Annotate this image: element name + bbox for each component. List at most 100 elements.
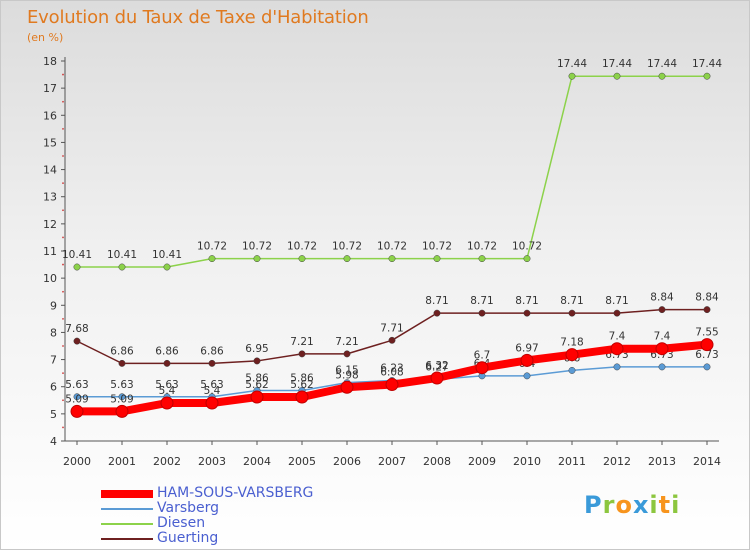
data-point-diesen	[433, 255, 441, 263]
data-label-guerting: 6.95	[245, 343, 268, 355]
data-label-varsberg: 5.63	[200, 379, 223, 391]
y-minor-tick	[62, 290, 64, 293]
data-label-guerting: 6.86	[110, 345, 134, 357]
data-label-varsberg: 5.63	[155, 379, 178, 391]
data-point-diesen	[298, 255, 306, 263]
data-point-varsberg	[73, 393, 81, 401]
data-point-diesen	[478, 255, 486, 263]
legend-swatch-varsberg	[101, 508, 153, 510]
data-label-guerting: 8.84	[650, 292, 674, 304]
data-point-ham-sous-varsberg	[655, 342, 669, 356]
y-tick-label: 10	[43, 272, 57, 285]
data-label-diesen: 10.41	[62, 249, 92, 261]
x-tick-label: 2005	[288, 455, 316, 468]
y-minor-tick	[62, 345, 64, 347]
legend-label-guerting: Guerting	[157, 530, 219, 546]
data-point-diesen	[568, 72, 576, 80]
y-tick-label: 16	[43, 109, 57, 122]
y-minor-tick	[62, 399, 64, 402]
data-label-varsberg: 6.73	[695, 349, 718, 361]
data-label-diesen: 17.44	[692, 58, 722, 70]
data-label-guerting: 7.68	[65, 323, 88, 335]
x-tick-label: 2010	[513, 455, 541, 468]
data-point-diesen	[703, 72, 711, 80]
y-tick-label: 7	[50, 354, 57, 367]
y-minor-tick	[62, 73, 64, 76]
data-point-ham-sous-varsberg	[115, 404, 129, 418]
data-point-ham-sous-varsberg	[610, 342, 624, 356]
data-label-diesen: 10.41	[107, 249, 137, 261]
y-tick-label: 12	[43, 218, 57, 231]
data-point-varsberg	[613, 363, 621, 371]
data-label-guerting: 7.71	[380, 322, 403, 334]
data-point-guerting	[433, 309, 441, 317]
data-point-guerting	[208, 359, 216, 367]
data-label-varsberg: 6.23	[380, 362, 403, 374]
y-minor-tick	[62, 317, 64, 320]
data-label-ham-sous-varsberg: 7.18	[560, 337, 583, 349]
data-label-guerting: 8.71	[515, 295, 538, 307]
data-point-ham-sous-varsberg	[700, 338, 714, 352]
data-point-ham-sous-varsberg	[475, 361, 489, 375]
y-tick-label: 9	[50, 299, 57, 312]
data-label-ham-sous-varsberg: 7.55	[695, 327, 718, 339]
data-point-guerting	[118, 359, 126, 367]
data-point-diesen	[208, 255, 216, 263]
data-label-diesen: 10.41	[152, 249, 182, 261]
legend-swatch-guerting	[101, 538, 153, 540]
data-label-ham-sous-varsberg: 5.4	[159, 385, 176, 397]
x-tick-label: 2002	[153, 455, 181, 468]
legend-label-varsberg: Varsberg	[157, 500, 220, 516]
x-tick-label: 2012	[603, 455, 631, 468]
data-label-guerting: 7.21	[335, 336, 358, 348]
data-point-guerting	[568, 309, 576, 317]
y-tick-label: 18	[43, 55, 57, 68]
data-point-guerting	[163, 359, 171, 367]
data-point-guerting	[523, 309, 531, 317]
y-tick-label: 6	[50, 381, 57, 394]
data-label-diesen: 10.72	[242, 241, 272, 253]
y-tick-label: 11	[43, 245, 57, 258]
series-line-diesen	[76, 75, 708, 268]
data-point-diesen	[163, 263, 171, 271]
data-label-ham-sous-varsberg: 5.09	[110, 393, 133, 405]
data-label-varsberg: 5.63	[110, 379, 133, 391]
data-point-varsberg	[568, 366, 576, 374]
data-label-guerting: 8.71	[605, 295, 628, 307]
y-minor-tick	[62, 372, 64, 375]
data-label-ham-sous-varsberg: 5.09	[65, 393, 88, 405]
data-point-diesen	[73, 263, 81, 271]
x-tick-label: 2009	[468, 455, 496, 468]
chart-title: Evolution du Taux de Taxe d'Habitation	[27, 7, 369, 28]
data-label-ham-sous-varsberg: 5.62	[245, 379, 268, 391]
data-point-ham-sous-varsberg	[205, 396, 219, 410]
logo-letter: i	[649, 491, 659, 519]
x-tick-label: 2013	[648, 455, 676, 468]
x-tick-label: 2008	[423, 455, 451, 468]
data-point-guerting	[478, 309, 486, 317]
logo-letter: i	[671, 491, 681, 519]
data-point-ham-sous-varsberg	[430, 371, 444, 385]
data-label-diesen: 17.44	[647, 58, 677, 70]
data-point-guerting	[658, 306, 666, 314]
data-label-ham-sous-varsberg: 6.32	[425, 360, 448, 372]
data-label-diesen: 10.72	[512, 241, 542, 253]
logo-letter: o	[615, 491, 633, 519]
x-tick-label: 2014	[693, 455, 721, 468]
data-label-diesen: 17.44	[602, 58, 632, 70]
data-label-guerting: 7.21	[290, 336, 313, 348]
data-label-varsberg: 6.15	[335, 365, 358, 377]
data-label-diesen: 10.72	[422, 241, 452, 253]
data-point-guerting	[298, 350, 306, 358]
data-point-varsberg	[118, 393, 126, 401]
data-point-diesen	[253, 255, 261, 263]
data-point-guerting	[343, 350, 351, 358]
data-label-varsberg: 5.86	[290, 373, 314, 385]
y-minor-tick	[62, 127, 64, 130]
data-label-diesen: 10.72	[377, 241, 407, 253]
legend-label-ham-sous-varsberg: HAM-SOUS-VARSBERG	[157, 485, 314, 501]
y-minor-tick	[62, 100, 64, 103]
data-label-ham-sous-varsberg: 5.62	[290, 379, 313, 391]
logo-letter: P	[584, 491, 603, 519]
data-point-ham-sous-varsberg	[295, 390, 309, 404]
